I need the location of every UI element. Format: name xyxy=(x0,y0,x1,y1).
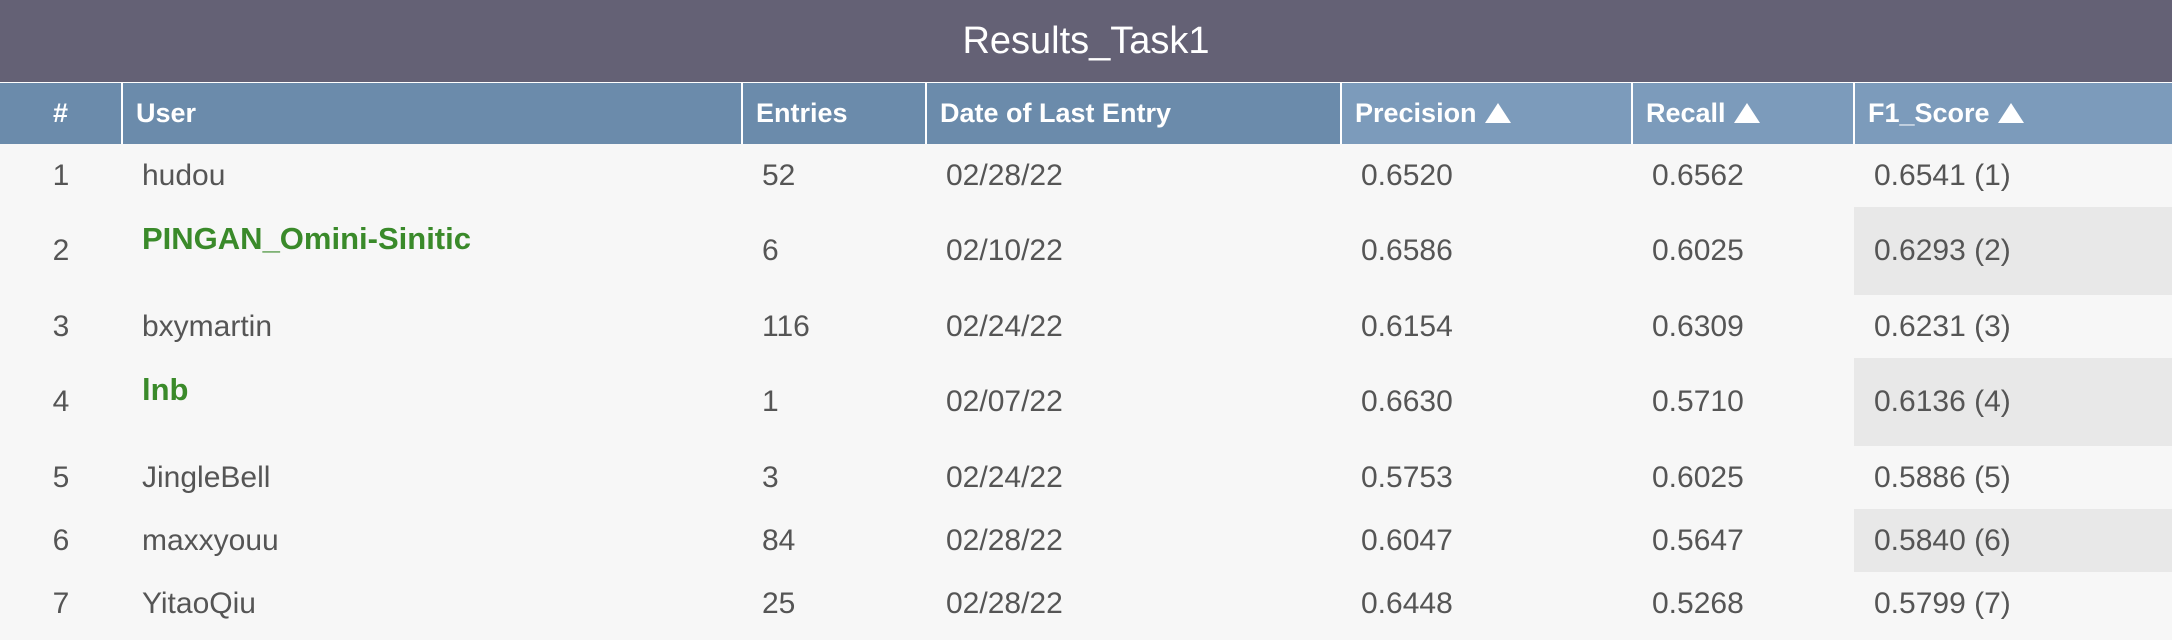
user-link[interactable]: lnb xyxy=(142,372,189,407)
results-title: Results_Task1 xyxy=(0,0,2172,83)
recall-cell: 0.5647 xyxy=(1652,523,1744,557)
recall-cell: 0.6562 xyxy=(1652,158,1744,192)
precision-cell: 0.6448 xyxy=(1361,586,1453,620)
user-cell: YitaoQiu xyxy=(142,586,256,620)
f1-cell: 0.5799 (7) xyxy=(1874,586,2011,620)
column-header-precision-label: Precision xyxy=(1355,98,1477,128)
column-header-date: Date of Last Entry xyxy=(926,83,1342,144)
recall-cell: 0.5268 xyxy=(1652,586,1744,620)
user-link[interactable]: PINGAN_Omini-Sinitic xyxy=(142,221,471,256)
user-cell: hudou xyxy=(142,158,226,192)
date-cell: 02/28/22 xyxy=(946,158,1063,192)
entries-cell: 84 xyxy=(762,523,796,557)
user-cell: JingleBell xyxy=(142,460,271,494)
user-cell: PINGAN_Omini-Sinitic xyxy=(122,207,742,295)
rank-cell: 6 xyxy=(52,523,70,557)
entries-cell: 52 xyxy=(762,158,796,192)
column-header-f1-label: F1_Score xyxy=(1868,98,1990,128)
table-row: 7 YitaoQiu 25 02/28/22 0.6448 0.5268 0.5… xyxy=(0,572,2172,635)
sort-up-arrow-icon[interactable] xyxy=(1484,103,1511,123)
precision-cell: 0.6154 xyxy=(1361,309,1453,343)
sort-up-arrow-icon[interactable] xyxy=(1733,103,1760,123)
f1-cell: 0.6541 (1) xyxy=(1874,158,2011,192)
rank-cell: 2 xyxy=(52,234,70,267)
rank-cell: 1 xyxy=(52,158,70,192)
user-cell: lnb xyxy=(122,358,742,446)
rank-cell: 5 xyxy=(52,460,70,494)
f1-cell: 0.5840 (6) xyxy=(1854,509,2172,572)
precision-cell: 0.6520 xyxy=(1361,158,1453,192)
recall-cell: 0.6025 xyxy=(1652,460,1744,494)
rank-cell: 7 xyxy=(52,586,70,620)
column-header-entries: Entries xyxy=(742,83,927,144)
table-row: 3 bxymartin 116 02/24/22 0.6154 0.6309 0… xyxy=(0,295,2172,358)
rank-cell: 3 xyxy=(52,309,70,343)
user-cell: maxxyouu xyxy=(142,523,279,557)
sort-up-arrow-icon[interactable] xyxy=(1997,103,2024,123)
user-cell: bxymartin xyxy=(142,309,273,343)
precision-cell: 0.6586 xyxy=(1361,234,1453,267)
date-cell: 02/07/22 xyxy=(946,385,1063,418)
precision-cell: 0.6047 xyxy=(1361,523,1453,557)
column-header-rank: # xyxy=(0,83,123,144)
recall-cell: 0.6309 xyxy=(1652,309,1744,343)
column-header-recall[interactable]: Recall xyxy=(1632,83,1855,144)
column-header-f1[interactable]: F1_Score xyxy=(1854,83,2172,144)
rank-cell: 4 xyxy=(52,385,70,418)
entries-cell: 1 xyxy=(762,385,779,418)
column-header-recall-label: Recall xyxy=(1646,98,1726,128)
f1-cell: 0.6231 (3) xyxy=(1874,309,2011,343)
table-row: 1 hudou 52 02/28/22 0.6520 0.6562 0.6541… xyxy=(0,144,2172,207)
f1-cell: 0.5886 (5) xyxy=(1874,460,2011,494)
entries-cell: 6 xyxy=(762,234,779,267)
f1-cell: 0.6136 (4) xyxy=(1854,358,2172,446)
f1-cell: 0.6293 (2) xyxy=(1854,207,2172,295)
table-header-row: # User Entries Date of Last Entry Precis… xyxy=(0,83,2172,144)
date-cell: 02/28/22 xyxy=(946,586,1063,620)
results-table: # User Entries Date of Last Entry Precis… xyxy=(0,83,2172,635)
column-header-precision[interactable]: Precision xyxy=(1341,83,1633,144)
entries-cell: 25 xyxy=(762,586,796,620)
table-row: 2 PINGAN_Omini-Sinitic 6 02/10/22 0.6586… xyxy=(0,207,2172,295)
entries-cell: 3 xyxy=(762,460,779,494)
table-row: 6 maxxyouu 84 02/28/22 0.6047 0.5647 0.5… xyxy=(0,509,2172,572)
date-cell: 02/24/22 xyxy=(946,460,1063,494)
date-cell: 02/10/22 xyxy=(946,234,1063,267)
table-row: 4 lnb 1 02/07/22 0.6630 0.5710 0.6136 (4… xyxy=(0,358,2172,446)
table-row: 5 JingleBell 3 02/24/22 0.5753 0.6025 0.… xyxy=(0,446,2172,509)
recall-cell: 0.6025 xyxy=(1652,234,1744,267)
precision-cell: 0.6630 xyxy=(1361,385,1453,418)
date-cell: 02/28/22 xyxy=(946,523,1063,557)
column-header-user: User xyxy=(122,83,743,144)
date-cell: 02/24/22 xyxy=(946,309,1063,343)
entries-cell: 116 xyxy=(762,309,810,343)
recall-cell: 0.5710 xyxy=(1652,385,1744,418)
precision-cell: 0.5753 xyxy=(1361,460,1453,494)
